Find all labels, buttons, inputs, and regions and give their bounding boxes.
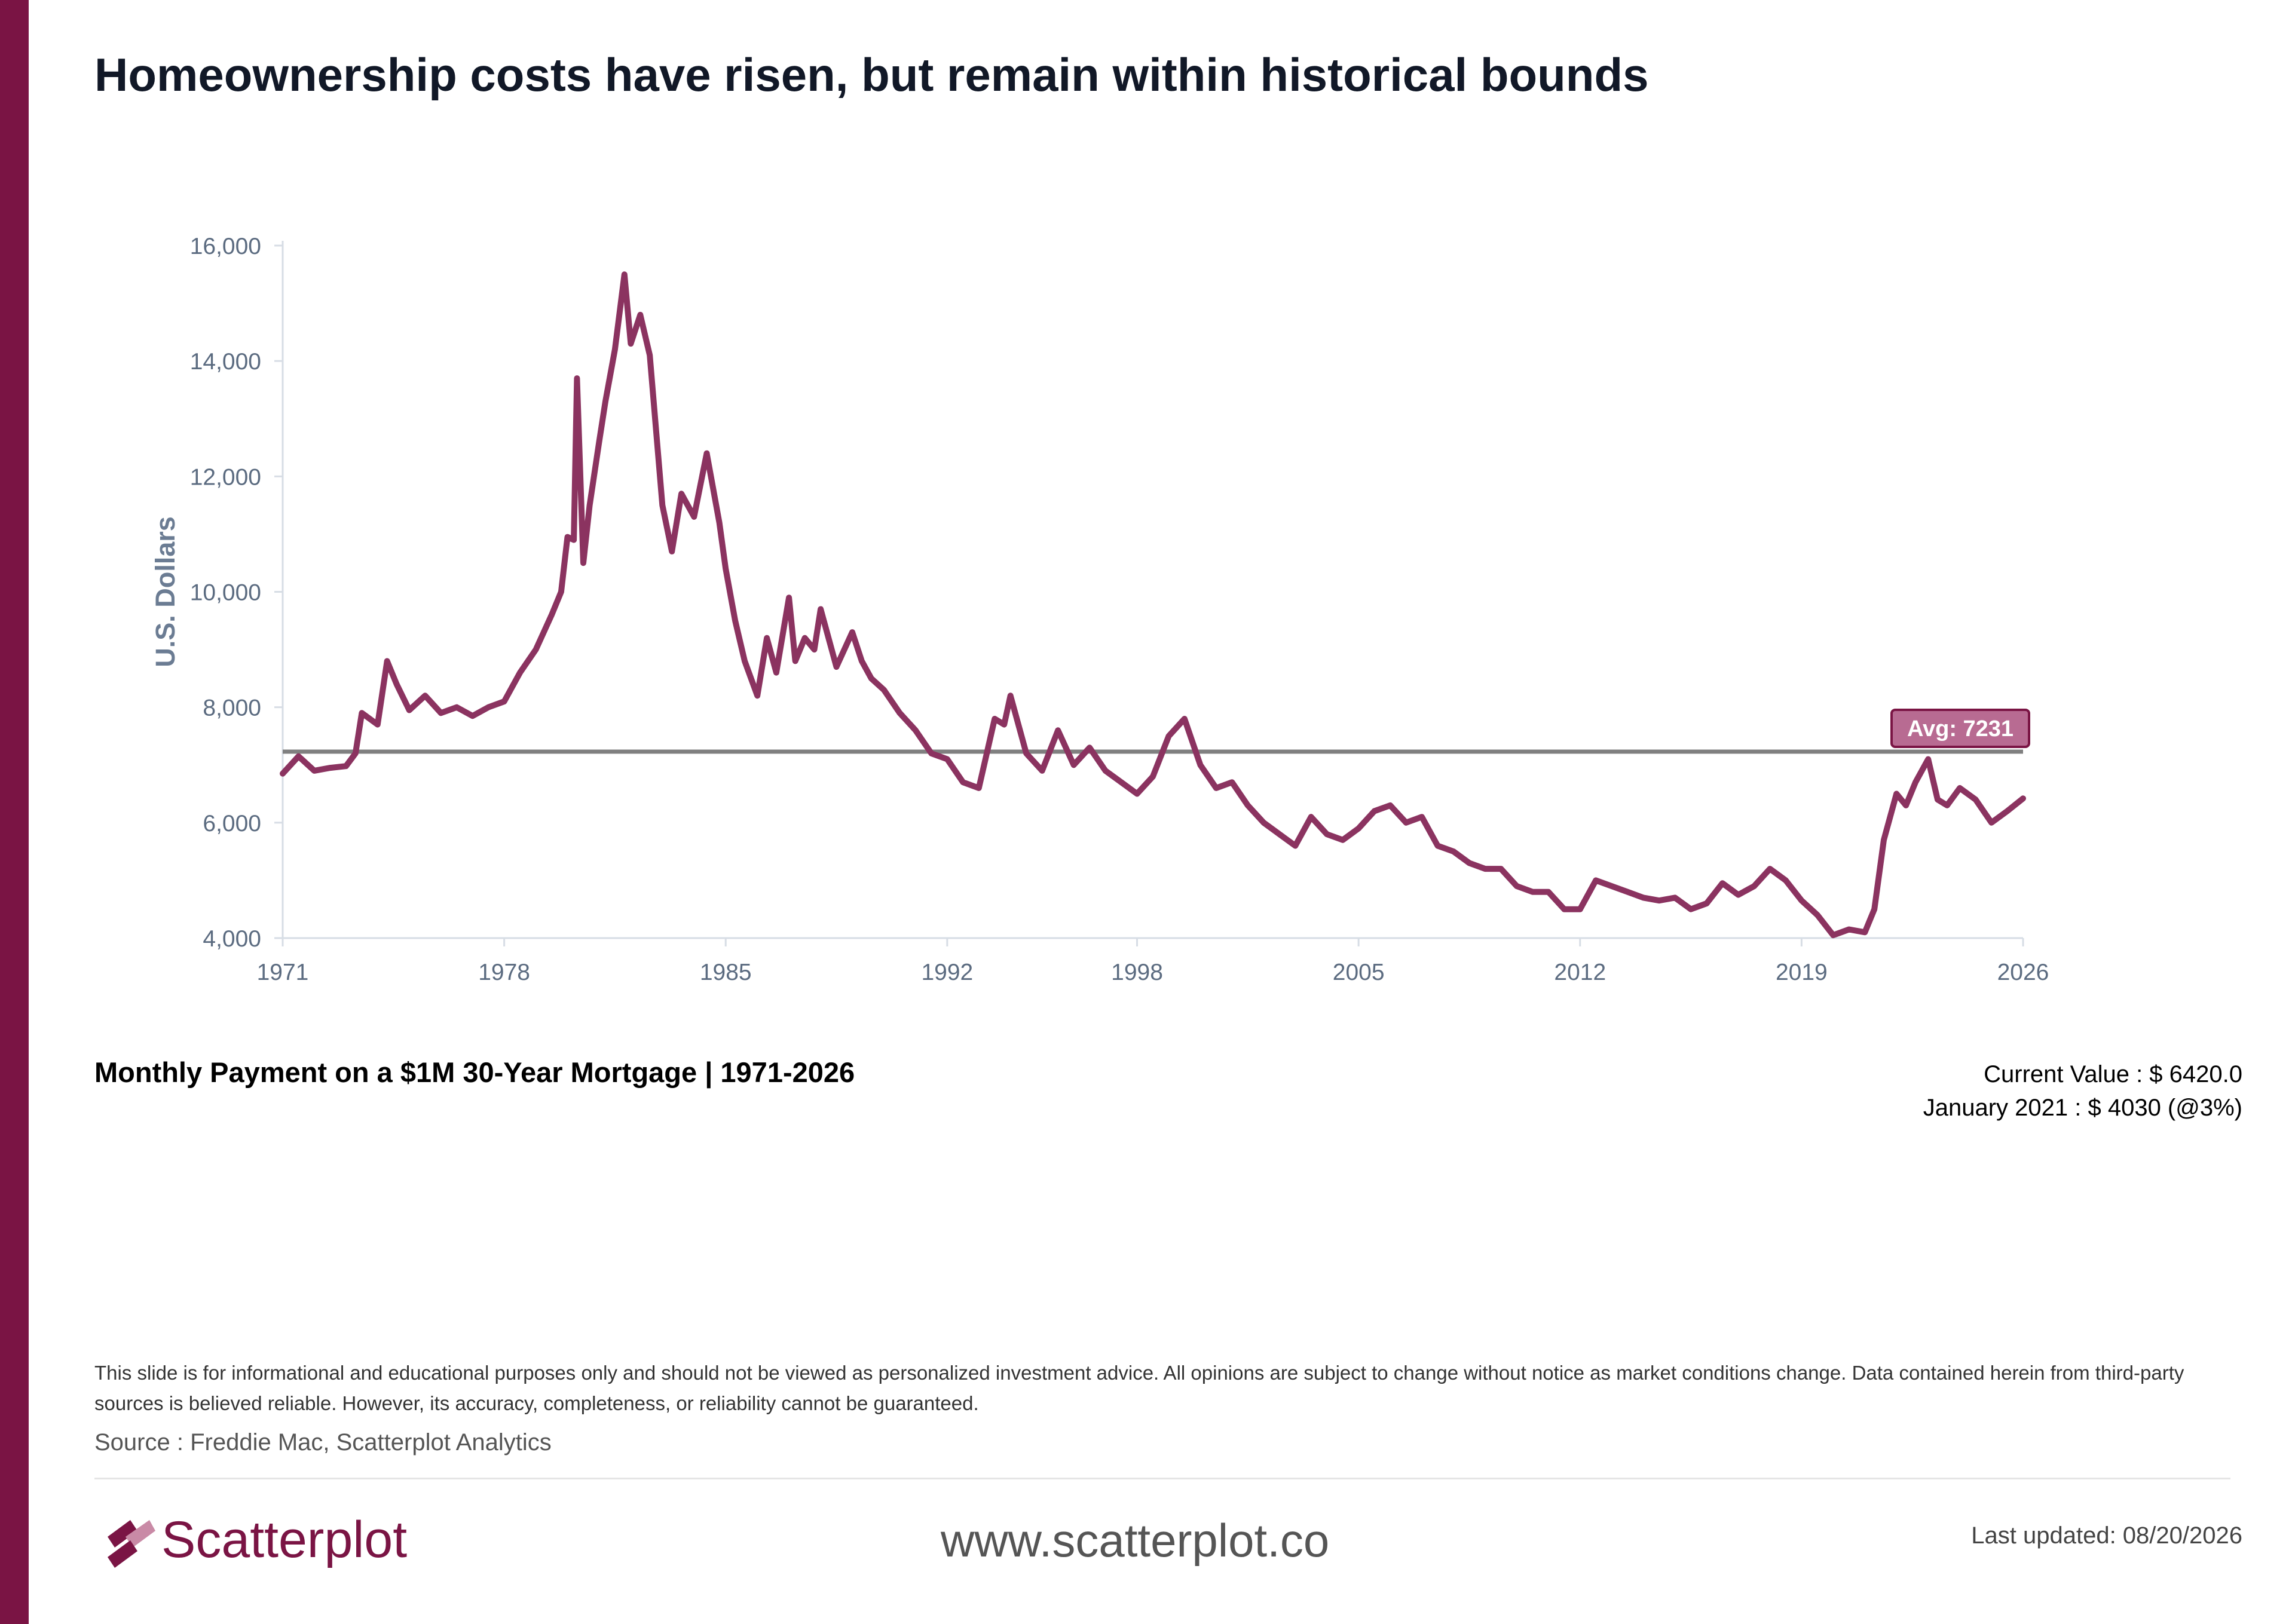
disclaimer-text: This slide is for informational and educ… (94, 1362, 2184, 1414)
website-link[interactable]: www.scatterplot.co (941, 1514, 1330, 1567)
chart-subtitle: Monthly Payment on a $1M 30-Year Mortgag… (94, 1056, 855, 1088)
brand-name: Scatterplot (161, 1511, 408, 1568)
chart-series (280, 271, 2026, 939)
y-tick-label: 14,000 (190, 349, 261, 375)
x-tick-label: 2012 (1554, 960, 1606, 985)
january-2021-stat: January 2021 : $ 4030 (@3%) (1923, 1095, 2242, 1121)
y-tick-label: 16,000 (190, 234, 261, 259)
x-tick-label: 2026 (1997, 960, 2049, 985)
average-reference: Avg: 7231 (283, 708, 2030, 754)
chart-axes: 16,000 14,000 12,000 10,000 8,000 6,000 4,000 1… (150, 234, 2049, 985)
y-tick-label: 12,000 (190, 464, 261, 490)
x-tick-label: 2005 (1333, 960, 1385, 985)
y-axis-title: U.S. Dollars (150, 516, 180, 667)
current-value-stat: Current Value : $ 6420.0 (1984, 1061, 2242, 1087)
x-tick-label: 1971 (257, 960, 309, 985)
x-tick-label: 1978 (478, 960, 530, 985)
y-tick-label: 6,000 (203, 811, 261, 836)
average-label-box (1890, 708, 2030, 748)
series-line (280, 271, 2026, 939)
last-updated: Last updated: 08/20/2026 (1971, 1522, 2242, 1549)
scatterplot-logo-icon (108, 1520, 155, 1568)
average-label: Avg: 7231 (1907, 716, 2014, 741)
x-tick-label: 2019 (1776, 960, 1828, 985)
footer-divider (94, 1478, 2230, 1479)
source-text: Source : Freddie Mac, Scatterplot Analyt… (94, 1429, 552, 1456)
brand-side-bar (0, 0, 29, 1624)
line-chart: 16,000 14,000 12,000 10,000 8,000 6,000 4,000 1… (150, 234, 2049, 985)
y-tick-label: 4,000 (203, 926, 261, 952)
x-tick-label: 1992 (921, 960, 973, 985)
x-tick-label: 1985 (700, 960, 752, 985)
y-tick-label: 10,000 (190, 580, 261, 606)
y-tick-label: 8,000 (203, 695, 261, 721)
x-tick-label: 1998 (1111, 960, 1163, 985)
page-title: Homeownership costs have risen, but rema… (94, 48, 1649, 101)
